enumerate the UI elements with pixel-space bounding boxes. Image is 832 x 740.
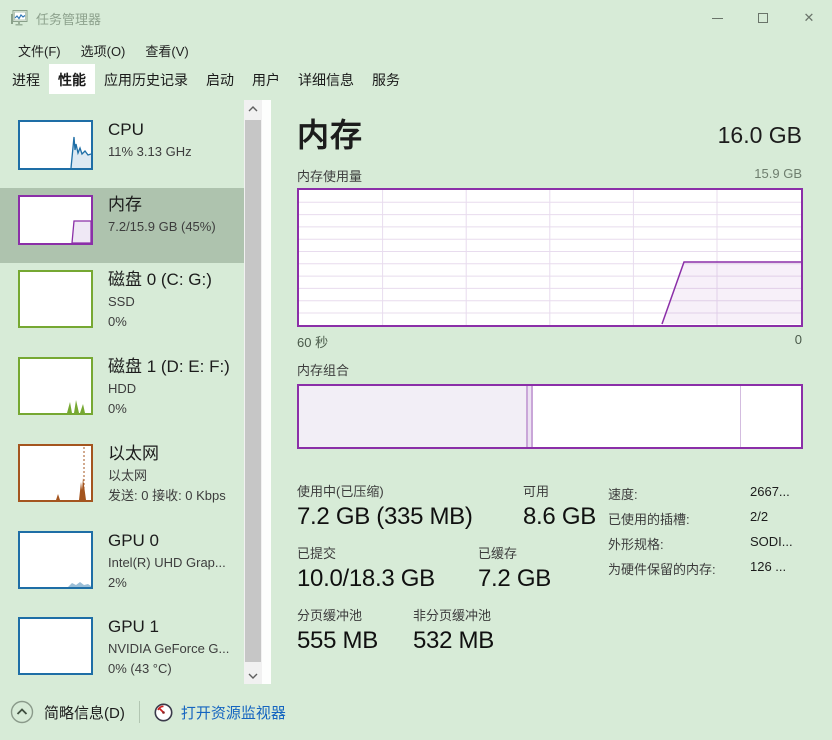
maximize-button[interactable] [740,0,786,36]
sidebar-item-title: 内存 [108,195,142,214]
memory-details: 速度: 2667... 已使用的插槽: 2/2 外形规格: SODI... 为硬… [608,484,793,584]
menu-file[interactable]: 文件(F) [18,44,61,59]
sidebar-scrollbar[interactable] [244,100,262,684]
composition-label: 内存组合 [297,363,350,378]
close-icon: ✕ [803,10,815,25]
memory-usage-graph[interactable] [297,188,803,327]
usage-chart-label: 内存使用量 [297,169,363,184]
stat-available: 可用 8.6 GB [523,484,596,530]
footer-separator [138,701,140,723]
footer-bar: 简略信息(D) 打开资源监视器 [0,684,832,740]
chevron-up-circle-icon [10,700,34,724]
minimize-icon [711,17,723,19]
fewer-details-label: 简略信息(D) [44,704,125,722]
sidebar-item-ethernet[interactable]: 以太网 以太网 发送: 0 接收: 0 Kbps [0,437,244,524]
x-axis-right-label: 0 [794,332,802,347]
menu-options[interactable]: 选项(O) [80,44,126,59]
detail-slots-used: 已使用的插槽: 2/2 [608,509,769,527]
minimize-button[interactable] [694,0,740,36]
detail-hardware-reserved: 为硬件保留的内存: 126 ... [608,559,787,577]
memory-panel: 内存 16.0 GB 内存使用量 15.9 GB 60 秒 0 内存组合 使用中 [280,100,832,684]
sidebar-item-type: NVIDIA GeForce G... [108,641,230,656]
tabbar: 进程 性能 应用历史记录 启动 用户 详细信息 服务 [0,64,409,94]
stat-committed: 已提交 10.0/18.3 GB [297,546,435,592]
tab-details[interactable]: 详细信息 [298,72,354,88]
sidebar-item-type: Intel(R) UHD Grap... [108,555,226,570]
memory-total: 16.0 GB [717,122,802,148]
detail-speed: 速度: 2667... [608,484,790,502]
menubar: 文件(F) 选项(O) 查看(V) [0,36,199,64]
ethernet-mini-graph [18,444,93,507]
x-axis-left-label: 60 秒 [297,335,329,350]
scrollbar-thumb[interactable] [245,120,261,662]
sidebar-item-title: 磁盘 1 (D: E: F:) [108,357,230,376]
chevron-down-icon [248,673,258,679]
stat-non-paged-pool: 非分页缓冲池 532 MB [413,608,494,654]
sidebar-item-stat: 0% [108,401,127,416]
composition-in-use-segment [299,386,526,447]
sidebar-item-stat: 0% (43 °C) [108,661,172,676]
composition-standby-divider [740,386,741,447]
usage-chart-max: 15.9 GB [754,166,802,181]
sidebar-item-gpu1[interactable]: GPU 1 NVIDIA GeForce G... 0% (43 °C) [0,610,244,684]
tab-processes[interactable]: 进程 [12,72,40,88]
sidebar-item-disk0[interactable]: 磁盘 0 (C: G:) SSD 0% [0,263,244,350]
tab-services[interactable]: 服务 [372,72,400,88]
sidebar-item-stat: 0% [108,314,127,329]
maximize-icon [758,13,768,23]
open-resource-monitor-link[interactable]: 打开资源监视器 [154,702,286,723]
memory-composition-bar[interactable] [297,384,803,449]
sidebar-item-type: SSD [108,294,135,309]
chevron-up-icon [248,105,258,111]
sidebar-item-disk1[interactable]: 磁盘 1 (D: E: F:) HDD 0% [0,350,244,437]
fewer-details-button[interactable]: 简略信息(D) [10,700,125,724]
detail-form-factor: 外形规格: SODI... [608,534,793,552]
sidebar-item-stat: 11% 3.13 GHz [108,144,192,159]
tab-startup[interactable]: 启动 [206,72,234,88]
panel-divider [262,100,271,684]
sidebar-item-type: 以太网 [108,468,148,483]
memory-mini-graph [18,195,93,250]
sidebar-item-title: 磁盘 0 (C: G:) [108,270,212,289]
scroll-down-button[interactable] [244,667,262,684]
sidebar-item-stat: 7.2/15.9 GB (45%) [108,219,216,234]
tab-users[interactable]: 用户 [252,72,280,88]
page-title: 内存 [297,117,364,153]
sidebar-item-gpu0[interactable]: GPU 0 Intel(R) UHD Grap... 2% [0,524,244,610]
sidebar-item-title: GPU 1 [108,617,160,636]
sidebar-item-title: CPU [108,120,144,139]
sidebar-item-stat: 发送: 0 接收: 0 Kbps [108,488,226,503]
sidebar-item-title: GPU 0 [108,531,160,550]
composition-modified-segment [526,386,533,447]
sidebar-item-title: 以太网 [108,444,159,463]
performance-sidebar: CPU 11% 3.13 GHz 内存 7.2/15.9 GB (45%) 磁盘… [0,100,244,684]
menu-view[interactable]: 查看(V) [145,44,189,59]
open-resource-monitor-label: 打开资源监视器 [180,704,286,722]
tab-performance[interactable]: 性能 [49,64,95,94]
disk1-mini-graph [18,357,93,420]
scroll-up-button[interactable] [244,100,262,117]
close-button[interactable]: ✕ [786,0,832,36]
stat-in-use: 使用中(已压缩) 7.2 GB (335 MB) [297,484,473,530]
stat-paged-pool: 分页缓冲池 555 MB [297,608,378,654]
sidebar-item-type: HDD [108,381,137,396]
resource-monitor-icon [154,703,173,721]
sidebar-item-cpu[interactable]: CPU 11% 3.13 GHz [0,113,244,188]
sidebar-item-memory[interactable]: 内存 7.2/15.9 GB (45%) [0,188,244,263]
cpu-mini-graph [18,120,93,175]
tab-app-history[interactable]: 应用历史记录 [104,72,188,88]
task-manager-icon [10,10,28,26]
disk0-mini-graph [18,270,93,333]
sidebar-item-stat: 2% [108,575,127,590]
gpu1-mini-graph [18,617,93,680]
stat-cached: 已缓存 7.2 GB [478,546,551,592]
gpu0-mini-graph [18,531,93,594]
window-title: 任务管理器 [36,11,102,27]
window-controls: ✕ [694,0,832,36]
titlebar: 任务管理器 ✕ [0,0,832,36]
